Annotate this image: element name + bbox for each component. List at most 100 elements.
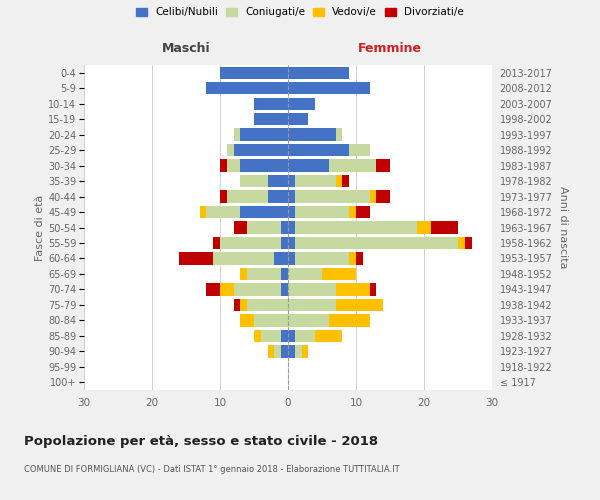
Bar xyxy=(206,283,220,296)
Bar xyxy=(281,268,288,280)
Bar xyxy=(227,190,268,202)
Bar xyxy=(220,237,281,249)
Bar xyxy=(288,252,295,264)
Bar xyxy=(288,314,329,326)
Bar xyxy=(356,252,363,264)
Bar xyxy=(288,160,329,172)
Bar xyxy=(241,268,247,280)
Bar xyxy=(288,175,295,188)
Bar xyxy=(458,237,465,249)
Bar xyxy=(288,144,349,156)
Bar xyxy=(281,330,288,342)
Bar xyxy=(417,222,431,234)
Bar xyxy=(465,237,472,249)
Bar xyxy=(179,252,213,264)
Bar xyxy=(302,345,308,358)
Bar xyxy=(376,190,390,202)
Bar xyxy=(288,298,335,311)
Y-axis label: Fasce di età: Fasce di età xyxy=(35,194,45,260)
Bar xyxy=(329,314,370,326)
Text: Femmine: Femmine xyxy=(358,42,422,55)
Bar xyxy=(220,66,288,79)
Bar xyxy=(288,222,295,234)
Bar xyxy=(295,252,349,264)
Bar xyxy=(349,144,370,156)
Bar xyxy=(288,82,370,94)
Bar xyxy=(233,298,241,311)
Bar xyxy=(295,190,370,202)
Bar xyxy=(295,345,302,358)
Bar xyxy=(254,113,288,126)
Bar xyxy=(268,190,288,202)
Bar xyxy=(254,330,261,342)
Bar xyxy=(343,175,349,188)
Bar xyxy=(274,252,288,264)
Bar xyxy=(315,330,343,342)
Bar xyxy=(247,268,281,280)
Bar xyxy=(281,237,288,249)
Bar xyxy=(295,237,458,249)
Bar xyxy=(233,128,241,141)
Bar xyxy=(247,222,281,234)
Bar xyxy=(335,175,343,188)
Bar xyxy=(241,160,288,172)
Text: Maschi: Maschi xyxy=(161,42,211,55)
Bar xyxy=(295,175,335,188)
Bar xyxy=(241,206,288,218)
Bar xyxy=(288,66,349,79)
Bar xyxy=(288,128,335,141)
Bar xyxy=(268,345,274,358)
Bar xyxy=(295,330,315,342)
Bar xyxy=(376,160,390,172)
Bar xyxy=(220,190,227,202)
Bar xyxy=(288,268,322,280)
Bar xyxy=(349,206,356,218)
Bar xyxy=(206,82,288,94)
Bar xyxy=(288,98,315,110)
Bar xyxy=(268,175,288,188)
Bar xyxy=(241,314,254,326)
Bar xyxy=(227,160,241,172)
Bar xyxy=(261,330,281,342)
Bar xyxy=(220,160,227,172)
Bar xyxy=(281,345,288,358)
Bar xyxy=(254,98,288,110)
Bar xyxy=(288,330,295,342)
Bar xyxy=(233,283,281,296)
Bar xyxy=(233,222,247,234)
Bar xyxy=(288,190,295,202)
Bar xyxy=(206,206,241,218)
Bar xyxy=(322,268,356,280)
Bar xyxy=(227,144,233,156)
Bar xyxy=(349,252,356,264)
Bar xyxy=(274,345,281,358)
Bar xyxy=(213,252,274,264)
Bar xyxy=(288,283,335,296)
Y-axis label: Anni di nascita: Anni di nascita xyxy=(558,186,568,269)
Bar xyxy=(247,298,288,311)
Bar xyxy=(288,206,295,218)
Legend: Celibi/Nubili, Coniugati/e, Vedovi/e, Divorziati/e: Celibi/Nubili, Coniugati/e, Vedovi/e, Di… xyxy=(134,5,466,20)
Bar xyxy=(370,190,376,202)
Text: COMUNE DI FORMIGLIANA (VC) - Dati ISTAT 1° gennaio 2018 - Elaborazione TUTTITALI: COMUNE DI FORMIGLIANA (VC) - Dati ISTAT … xyxy=(24,465,400,474)
Bar xyxy=(329,160,376,172)
Bar xyxy=(200,206,206,218)
Bar xyxy=(220,283,233,296)
Bar xyxy=(281,283,288,296)
Bar xyxy=(241,128,288,141)
Bar xyxy=(335,283,370,296)
Bar xyxy=(288,237,295,249)
Bar xyxy=(288,345,295,358)
Bar xyxy=(295,222,417,234)
Bar xyxy=(335,128,343,141)
Bar xyxy=(281,222,288,234)
Bar xyxy=(370,283,376,296)
Bar xyxy=(254,314,288,326)
Bar xyxy=(295,206,349,218)
Bar xyxy=(233,144,288,156)
Bar xyxy=(288,113,308,126)
Bar xyxy=(431,222,458,234)
Bar xyxy=(213,237,220,249)
Bar xyxy=(335,298,383,311)
Bar xyxy=(241,298,247,311)
